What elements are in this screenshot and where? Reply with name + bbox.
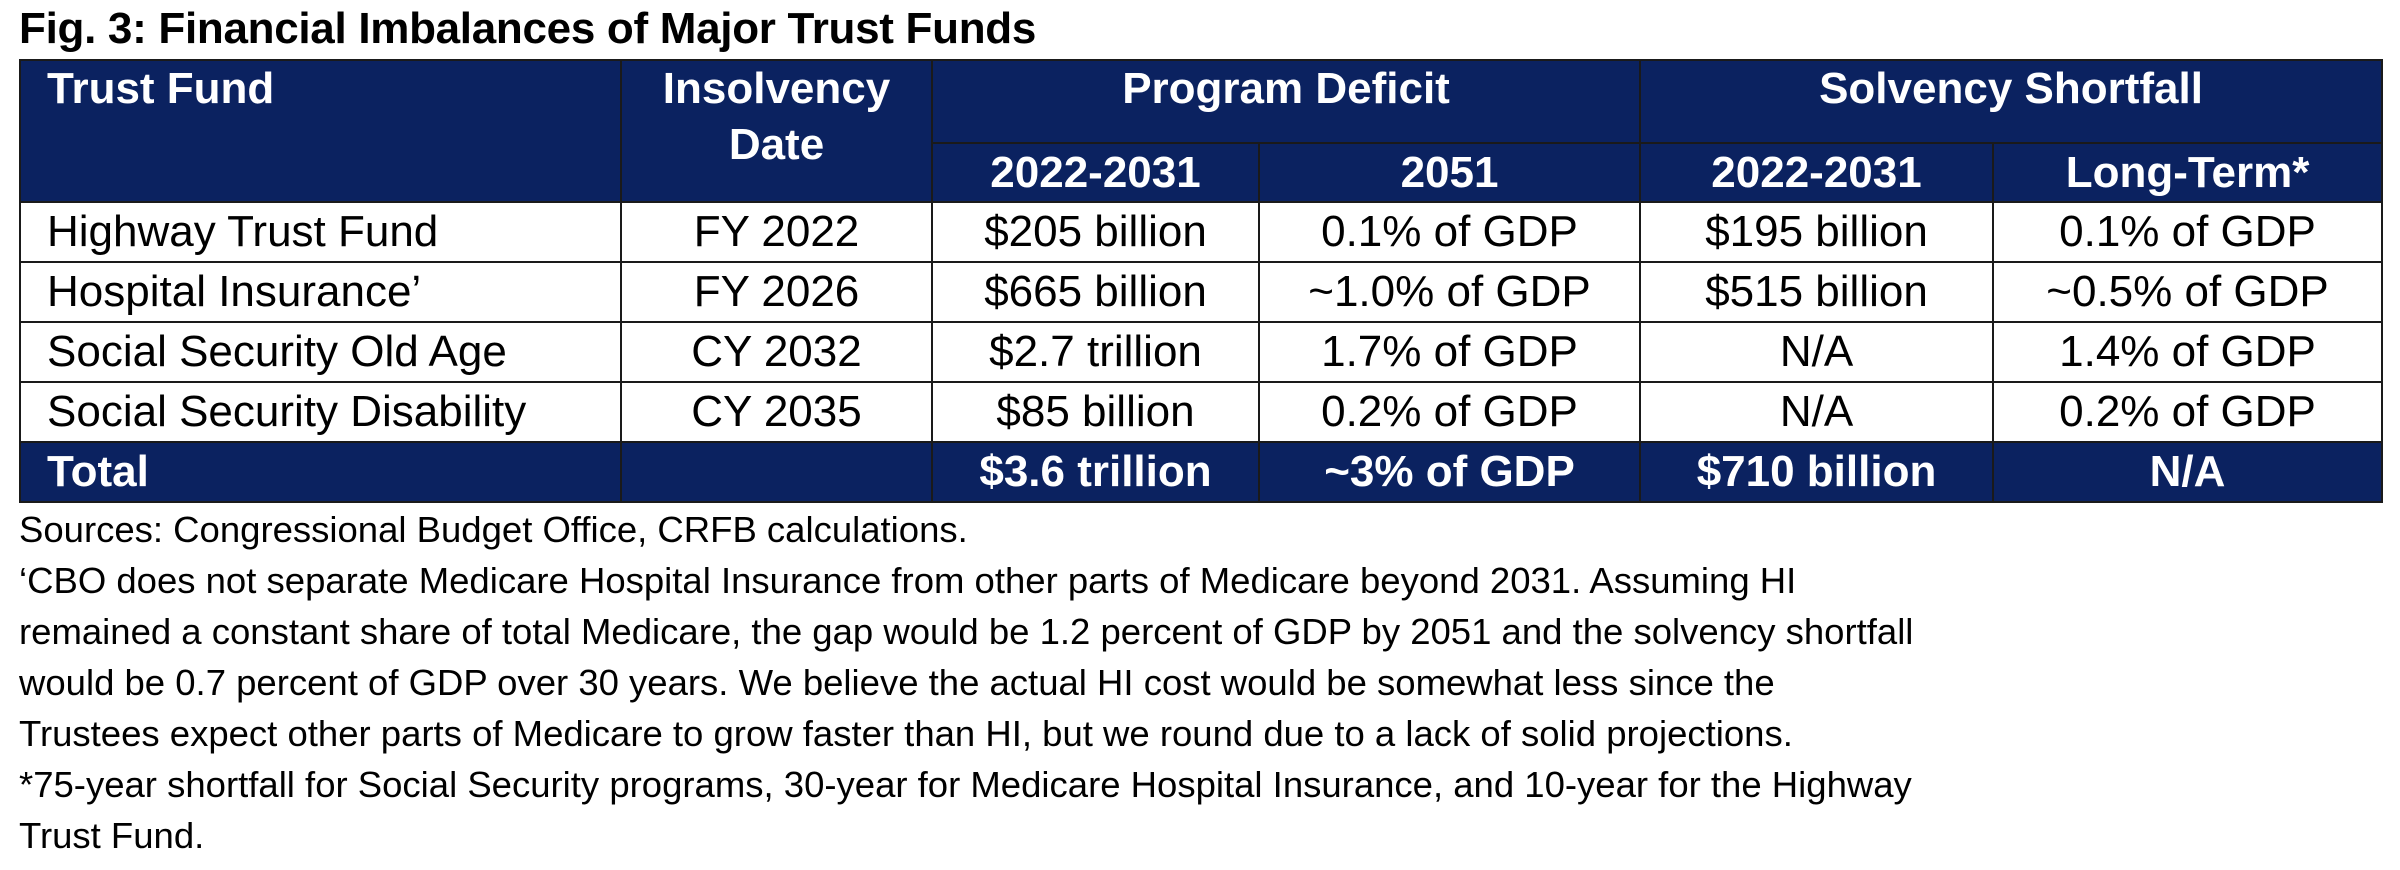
- hi-footnote-line: Trustees expect other parts of Medicare …: [19, 713, 1793, 754]
- header-insolvency-line2: Date: [728, 120, 825, 169]
- header-pd-2051: 2051: [1257, 142, 1642, 203]
- header-ss-long-term: Long-Term*: [1992, 142, 2384, 203]
- cell-pd-2022-2031: $665 billion: [931, 261, 1260, 323]
- table-row: Social Security Disability CY 2035 $85 b…: [19, 381, 2384, 443]
- total-ss-long-term: N/A: [1992, 441, 2384, 503]
- hi-footnote-line: would be 0.7 percent of GDP over 30 year…: [19, 662, 1775, 703]
- cell-pd-2022-2031: $85 billion: [931, 381, 1260, 443]
- total-insolvency-date: [620, 441, 933, 503]
- cell-ss-long-term: 0.1% of GDP: [1992, 201, 2384, 263]
- trust-funds-table: Trust Fund Insolvency Date Program Defic…: [19, 59, 2384, 503]
- long-term-footnote-line: *75-year shortfall for Social Security p…: [19, 764, 1912, 805]
- cell-ss-long-term: 1.4% of GDP: [1992, 321, 2384, 383]
- cell-insolvency-date: CY 2035: [620, 381, 933, 443]
- total-row: Total $3.6 trillion ~3% of GDP $710 bill…: [19, 441, 2384, 503]
- cell-trust-fund: Social Security Disability: [19, 381, 622, 443]
- table-row: Highway Trust Fund FY 2022 $205 billion …: [19, 201, 2384, 263]
- cell-trust-fund: Hospital Insurance’: [19, 261, 622, 323]
- sources-note: Sources: Congressional Budget Office, CR…: [19, 509, 968, 550]
- header-row-groups: Trust Fund Insolvency Date Program Defic…: [19, 59, 2384, 203]
- header-program-deficit-label: Program Deficit: [1122, 64, 1450, 113]
- table-row: Social Security Old Age CY 2032 $2.7 tri…: [19, 321, 2384, 383]
- cell-ss-long-term: 0.2% of GDP: [1992, 381, 2384, 443]
- cell-trust-fund: Social Security Old Age: [19, 321, 622, 383]
- cell-ss-2022-2031: N/A: [1639, 381, 1995, 443]
- cell-ss-2022-2031: $515 billion: [1639, 261, 1995, 323]
- header-solvency-shortfall: Solvency Shortfall: [1639, 59, 2384, 144]
- header-ss-2022-2031: 2022-2031: [1639, 142, 1995, 203]
- cell-pd-2051: 0.2% of GDP: [1257, 381, 1642, 443]
- hi-footnote-line: remained a constant share of total Medic…: [19, 611, 1914, 652]
- cell-ss-2022-2031: N/A: [1639, 321, 1995, 383]
- header-insolvency-date: Insolvency Date: [620, 59, 933, 203]
- long-term-footnote-line: Trust Fund.: [19, 815, 205, 856]
- table-body: Highway Trust Fund FY 2022 $205 billion …: [19, 201, 2384, 503]
- cell-pd-2022-2031: $2.7 trillion: [931, 321, 1260, 383]
- header-insolvency-line1: Insolvency: [662, 64, 891, 113]
- cell-insolvency-date: CY 2032: [620, 321, 933, 383]
- figure-title: Fig. 3: Financial Imbalances of Major Tr…: [19, 4, 1037, 53]
- header-program-deficit: Program Deficit: [930, 59, 1642, 144]
- hi-footnote-line: ‘CBO does not separate Medicare Hospital…: [19, 560, 1797, 601]
- cell-pd-2022-2031: $205 billion: [931, 201, 1260, 263]
- header-solvency-shortfall-label: Solvency Shortfall: [1819, 64, 2203, 113]
- table-row: Hospital Insurance’ FY 2026 $665 billion…: [19, 261, 2384, 323]
- cell-ss-2022-2031: $195 billion: [1639, 201, 1995, 263]
- header-trust-fund-label: Trust Fund: [47, 64, 275, 113]
- cell-pd-2051: 0.1% of GDP: [1257, 201, 1642, 263]
- total-pd-2022-2031: $3.6 trillion: [931, 441, 1260, 503]
- total-label: Total: [19, 441, 622, 503]
- table-header: Trust Fund Insolvency Date Program Defic…: [19, 59, 2384, 203]
- cell-insolvency-date: FY 2022: [620, 201, 933, 263]
- header-pd-2022-2031: 2022-2031: [931, 142, 1260, 203]
- header-row-periods: 2022-2031 2051 2022-2031 Long-Term*: [20, 142, 2384, 203]
- cell-trust-fund: Highway Trust Fund: [19, 201, 622, 263]
- cell-pd-2051: 1.7% of GDP: [1257, 321, 1642, 383]
- cell-insolvency-date: FY 2026: [620, 261, 933, 323]
- total-ss-2022-2031: $710 billion: [1639, 441, 1995, 503]
- cell-pd-2051: ~1.0% of GDP: [1257, 261, 1642, 323]
- header-trust-fund: Trust Fund: [19, 59, 622, 203]
- footnotes: Sources: Congressional Budget Office, CR…: [19, 504, 2381, 861]
- cell-ss-long-term: ~0.5% of GDP: [1992, 261, 2384, 323]
- total-pd-2051: ~3% of GDP: [1257, 441, 1642, 503]
